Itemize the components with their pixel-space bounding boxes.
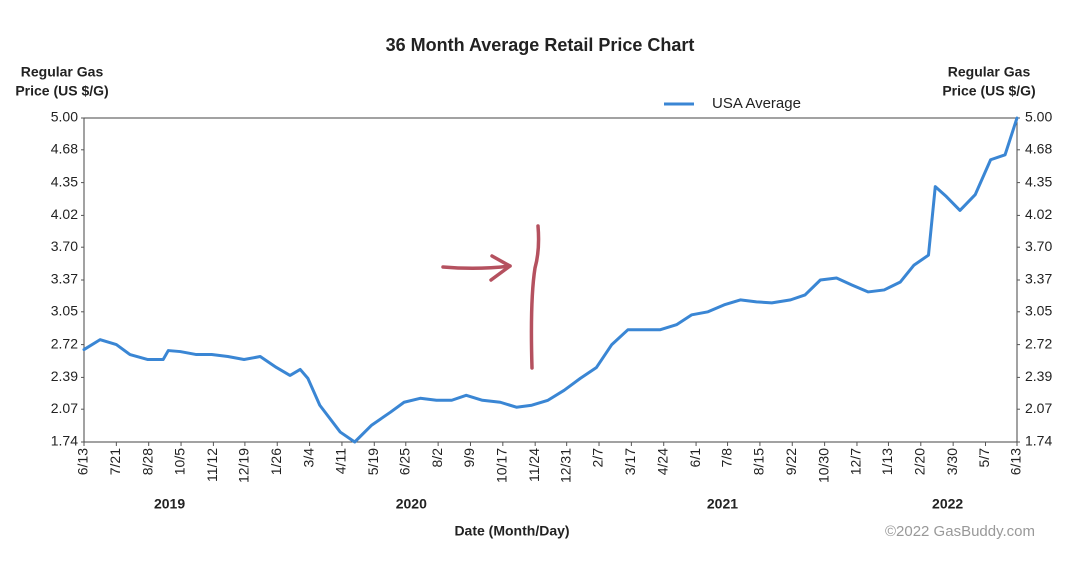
- y-tick-label: 1.74: [51, 433, 78, 449]
- y2-tick-label: 3.37: [1025, 271, 1052, 287]
- x-tick-label: 1/13: [879, 448, 895, 475]
- y-tick-label: 3.70: [51, 238, 78, 254]
- x-tick-label: 6/1: [687, 448, 703, 468]
- y-tick-label: 3.05: [51, 303, 78, 319]
- x-tick-label: 4/11: [333, 448, 349, 474]
- y2-tick-label: 2.72: [1025, 335, 1052, 351]
- y2-axis-label: Regular Gas: [948, 64, 1031, 80]
- annotation-line: [529, 224, 541, 370]
- credit: ©2022 GasBuddy.com: [885, 523, 1035, 540]
- x-tick-label: 6/13: [1008, 448, 1024, 475]
- y-tick-label: 4.35: [51, 173, 78, 189]
- year-label: 2021: [707, 496, 738, 512]
- annotation-arrowhead: [489, 254, 512, 282]
- annotation-arrow: [441, 264, 512, 271]
- y2-tick-label: 4.02: [1025, 206, 1052, 222]
- x-tick-label: 9/9: [461, 448, 477, 468]
- y2-tick-label: 4.68: [1025, 141, 1052, 157]
- x-tick-label: 2/20: [912, 448, 928, 475]
- y2-tick-label: 4.35: [1025, 173, 1052, 189]
- y-axis-label: Price (US $/G): [15, 83, 108, 99]
- x-tick-label: 3/4: [300, 448, 316, 468]
- x-tick-label: 12/31: [557, 448, 573, 483]
- y-tick-label: 5.00: [51, 109, 78, 125]
- y2-tick-label: 1.74: [1025, 433, 1052, 449]
- legend-label: USA Average: [712, 95, 801, 112]
- price-line: [82, 116, 1019, 444]
- x-tick-label: 3/30: [944, 448, 960, 475]
- x-tick-label: 8/15: [751, 448, 767, 475]
- x-tick-label: 10/30: [815, 448, 831, 483]
- x-tick-label: 7/8: [718, 448, 734, 468]
- x-tick-label: 12/19: [236, 448, 252, 483]
- x-tick-label: 10/17: [494, 448, 510, 483]
- x-tick-label: 7/21: [107, 448, 123, 475]
- x-tick-label: 11/12: [204, 448, 220, 482]
- y-tick-label: 4.02: [51, 206, 78, 222]
- x-tick-label: 9/22: [783, 448, 799, 475]
- x-tick-label: 10/5: [172, 448, 188, 475]
- y2-axis-label: Price (US $/G): [942, 83, 1035, 99]
- x-tick-label: 1/26: [268, 448, 284, 475]
- y2-tick-label: 2.07: [1025, 400, 1052, 416]
- y2-tick-label: 5.00: [1025, 109, 1052, 125]
- chart-title: 36 Month Average Retail Price Chart: [386, 35, 695, 55]
- x-tick-label: 6/25: [396, 448, 412, 475]
- x-tick-label: 5/7: [976, 448, 992, 468]
- annotation: [441, 224, 541, 370]
- x-axis-label: Date (Month/Day): [454, 523, 569, 539]
- x-tick-label: 6/13: [75, 448, 91, 475]
- y2-tick-label: 3.05: [1025, 303, 1052, 319]
- x-tick-label: 2/7: [590, 448, 606, 468]
- y-tick-label: 2.39: [51, 368, 78, 384]
- x-tick-label: 5/19: [365, 448, 381, 475]
- y-axis-label: Regular Gas: [21, 64, 104, 80]
- y-tick-label: 2.72: [51, 335, 78, 351]
- year-label: 2019: [154, 496, 185, 512]
- y2-tick-label: 3.70: [1025, 238, 1052, 254]
- y-tick-label: 4.68: [51, 141, 78, 157]
- x-tick-label: 4/24: [654, 448, 670, 475]
- x-tick-label: 8/28: [139, 448, 155, 475]
- x-tick-label: 8/2: [429, 448, 445, 468]
- year-label: 2020: [396, 496, 427, 512]
- y-tick-label: 2.07: [51, 400, 78, 416]
- x-tick-label: 12/7: [848, 448, 864, 475]
- y-tick-label: 3.37: [51, 271, 78, 287]
- y2-tick-label: 2.39: [1025, 368, 1052, 384]
- x-tick-label: 3/17: [622, 448, 638, 475]
- x-tick-label: 11/24: [526, 448, 542, 482]
- year-label: 2022: [932, 496, 963, 512]
